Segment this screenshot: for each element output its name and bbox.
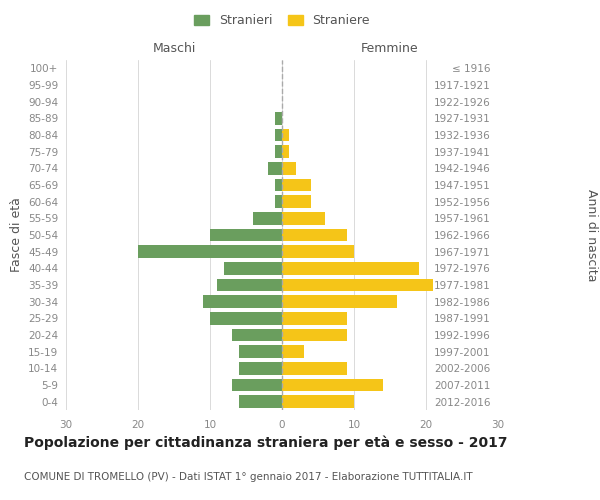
Bar xyxy=(275,146,282,158)
Bar xyxy=(282,362,347,374)
Text: Femmine: Femmine xyxy=(361,42,419,55)
Bar xyxy=(203,296,282,308)
Text: Anni di nascita: Anni di nascita xyxy=(584,188,598,281)
Bar xyxy=(224,262,282,274)
Bar xyxy=(282,179,311,192)
Bar xyxy=(239,362,282,374)
Bar xyxy=(232,379,282,391)
Bar xyxy=(275,179,282,192)
Text: COMUNE DI TROMELLO (PV) - Dati ISTAT 1° gennaio 2017 - Elaborazione TUTTITALIA.I: COMUNE DI TROMELLO (PV) - Dati ISTAT 1° … xyxy=(24,472,473,482)
Bar xyxy=(275,196,282,208)
Bar xyxy=(282,279,433,291)
Bar xyxy=(282,312,347,324)
Bar xyxy=(282,396,354,408)
Bar xyxy=(232,329,282,341)
Bar xyxy=(282,379,383,391)
Bar xyxy=(282,262,419,274)
Bar xyxy=(282,296,397,308)
Bar xyxy=(282,346,304,358)
Bar xyxy=(210,229,282,241)
Legend: Stranieri, Straniere: Stranieri, Straniere xyxy=(190,10,374,31)
Bar xyxy=(275,129,282,141)
Bar xyxy=(282,129,289,141)
Bar xyxy=(239,346,282,358)
Text: Popolazione per cittadinanza straniera per età e sesso - 2017: Popolazione per cittadinanza straniera p… xyxy=(24,435,508,450)
Bar xyxy=(282,196,311,208)
Bar xyxy=(138,246,282,258)
Bar xyxy=(210,312,282,324)
Y-axis label: Fasce di età: Fasce di età xyxy=(10,198,23,272)
Bar xyxy=(282,329,347,341)
Bar xyxy=(282,146,289,158)
Bar xyxy=(282,162,296,174)
Text: Maschi: Maschi xyxy=(152,42,196,55)
Bar xyxy=(282,212,325,224)
Bar xyxy=(239,396,282,408)
Bar xyxy=(253,212,282,224)
Bar xyxy=(268,162,282,174)
Bar xyxy=(282,229,347,241)
Bar xyxy=(275,112,282,124)
Bar xyxy=(282,246,354,258)
Bar xyxy=(217,279,282,291)
